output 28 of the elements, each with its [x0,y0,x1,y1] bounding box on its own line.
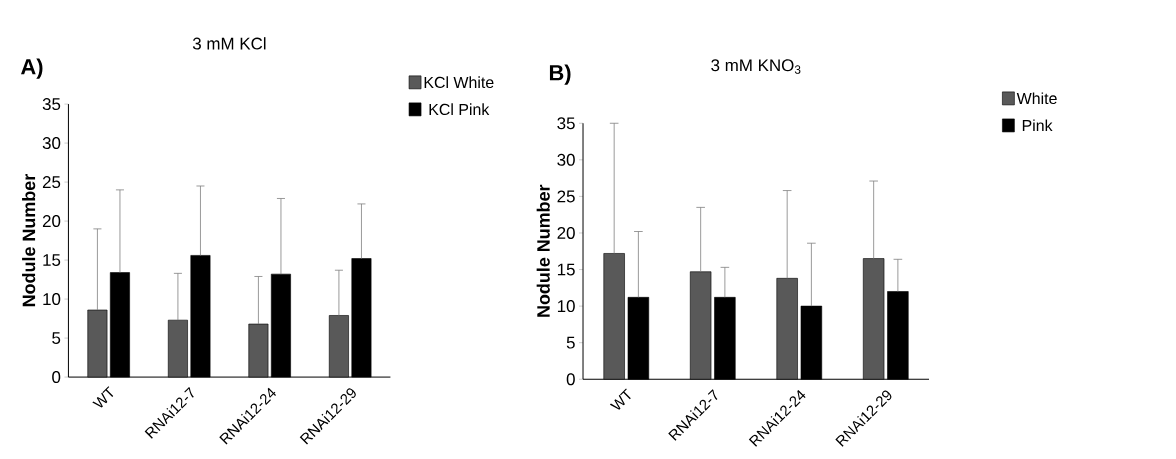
legend-label: Pink [1022,119,1053,131]
y-tick-label: 0 [566,373,575,386]
y-axis-title: Nodule Number [536,184,550,317]
y-tick-label: 10 [43,293,61,306]
text: B) [549,64,571,85]
y-axis-title: Nodule Number [22,174,36,307]
y-tick-label: 15 [557,263,575,276]
x-tick-label: WT [609,388,631,410]
y-tick-label: 0 [52,371,61,384]
y-tick-label: 20 [42,215,61,228]
y-tick-label: 25 [42,176,61,189]
x-tick-label: WT [92,386,114,408]
legend-label: KCl Pink [429,103,490,116]
chart-title: 3 mM KCl [192,37,266,50]
y-tick-label: 25 [557,190,575,203]
y-tick-label: 20 [557,226,575,239]
chart-title: 3 mM KNO$_{3}$ [711,59,801,74]
y-tick-label: 30 [557,153,575,166]
y-tick-label: 30 [42,137,61,150]
text: A) [20,58,43,79]
y-tick-label: 5 [566,336,575,349]
y-tick-label: 35 [557,117,575,130]
y-tick-label: 15 [43,254,61,266]
legend-label: KCl White [424,76,494,89]
y-tick-label: 10 [557,300,575,313]
y-tick-label: 35 [42,98,61,111]
y-tick-label: 5 [52,332,61,344]
legend-label: White [1016,92,1057,105]
